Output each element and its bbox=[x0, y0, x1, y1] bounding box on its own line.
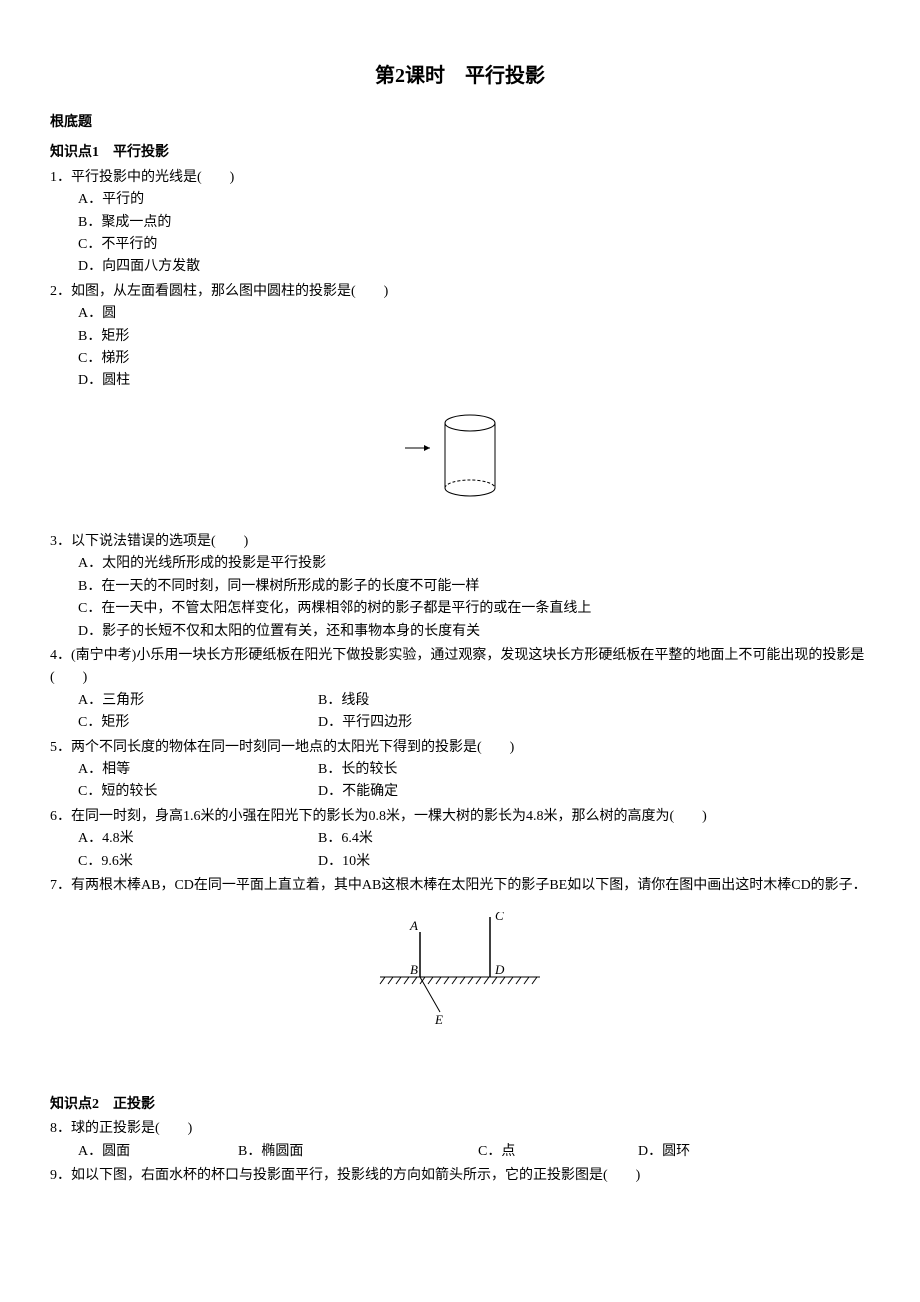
q1-stem: 1．平行投影中的光线是( ) bbox=[50, 167, 870, 189]
label-B: B bbox=[410, 962, 418, 977]
q5-option-d: D．不能确定 bbox=[318, 781, 398, 803]
q4-option-b: B．线段 bbox=[318, 690, 369, 712]
heading-base: 根底题 bbox=[50, 112, 870, 134]
question-4: 4．(南宁中考)小乐用一块长方形硬纸板在阳光下做投影实验，通过观察，发现这块长方… bbox=[50, 645, 870, 735]
q1-option-c: C．不平行的 bbox=[78, 234, 870, 256]
cylinder-figure bbox=[50, 408, 870, 516]
q3-option-b: B．在一天的不同时刻，同一棵树所形成的影子的长度不可能一样 bbox=[78, 576, 870, 598]
question-3: 3．以下说法错误的选项是( ) A．太阳的光线所形成的投影是平行投影 B．在一天… bbox=[50, 531, 870, 643]
question-5: 5．两个不同长度的物体在同一时刻同一地点的太阳光下得到的投影是( ) A．相等 … bbox=[50, 737, 870, 804]
q3-stem: 3．以下说法错误的选项是( ) bbox=[50, 531, 870, 553]
q5-option-c: C．短的较长 bbox=[78, 781, 318, 803]
q7-stem: 7．有两根木棒AB，CD在同一平面上直立着，其中AB这根木棒在太阳光下的影子BE… bbox=[50, 875, 870, 897]
q4-option-c: C．矩形 bbox=[78, 712, 318, 734]
q6-option-c: C．9.6米 bbox=[78, 851, 318, 873]
label-A: A bbox=[409, 918, 418, 933]
question-9: 9．如以下图，右面水杯的杯口与投影面平行，投影线的方向如箭头所示，它的正投影图是… bbox=[50, 1165, 870, 1187]
label-C: C bbox=[495, 912, 504, 923]
q8-option-b: B．椭圆面 bbox=[238, 1141, 478, 1163]
q4-option-d: D．平行四边形 bbox=[318, 712, 412, 734]
q6-option-b: B．6.4米 bbox=[318, 828, 373, 850]
q1-option-b: B．聚成一点的 bbox=[78, 212, 870, 234]
heading-kp1: 知识点1 平行投影 bbox=[50, 142, 870, 164]
q8-option-d: D．圆环 bbox=[638, 1141, 690, 1163]
q2-stem: 2．如图，从左面看圆柱，那么图中圆柱的投影是( ) bbox=[50, 281, 870, 303]
q8-stem: 8．球的正投影是( ) bbox=[50, 1118, 870, 1140]
q3-option-d: D．影子的长短不仅和太阳的位置有关，还和事物本身的长度有关 bbox=[78, 621, 870, 643]
q6-option-d: D．10米 bbox=[318, 851, 370, 873]
q8-option-c: C．点 bbox=[478, 1141, 638, 1163]
sticks-figure: A C B D E bbox=[50, 912, 870, 1040]
q6-option-a: A．4.8米 bbox=[78, 828, 318, 850]
question-2: 2．如图，从左面看圆柱，那么图中圆柱的投影是( ) A．圆 B．矩形 C．梯形 … bbox=[50, 281, 870, 393]
q6-stem: 6．在同一时刻，身高1.6米的小强在阳光下的影长为0.8米，一棵大树的影长为4.… bbox=[50, 806, 870, 828]
q4-stem: 4．(南宁中考)小乐用一块长方形硬纸板在阳光下做投影实验，通过观察，发现这块长方… bbox=[50, 645, 870, 690]
label-D: D bbox=[494, 962, 505, 977]
q5-stem: 5．两个不同长度的物体在同一时刻同一地点的太阳光下得到的投影是( ) bbox=[50, 737, 870, 759]
q2-option-d: D．圆柱 bbox=[78, 370, 870, 392]
q3-option-c: C．在一天中，不管太阳怎样变化，两棵相邻的树的影子都是平行的或在一条直线上 bbox=[78, 598, 870, 620]
q3-option-a: A．太阳的光线所形成的投影是平行投影 bbox=[78, 553, 870, 575]
q5-option-a: A．相等 bbox=[78, 759, 318, 781]
q2-option-b: B．矩形 bbox=[78, 326, 870, 348]
question-1: 1．平行投影中的光线是( ) A．平行的 B．聚成一点的 C．不平行的 D．向四… bbox=[50, 167, 870, 279]
q1-option-a: A．平行的 bbox=[78, 189, 870, 211]
question-7: 7．有两根木棒AB，CD在同一平面上直立着，其中AB这根木棒在太阳光下的影子BE… bbox=[50, 875, 870, 897]
label-E: E bbox=[434, 1012, 443, 1027]
q8-option-a: A．圆面 bbox=[78, 1141, 238, 1163]
question-6: 6．在同一时刻，身高1.6米的小强在阳光下的影长为0.8米，一棵大树的影长为4.… bbox=[50, 806, 870, 873]
q1-option-d: D．向四面八方发散 bbox=[78, 256, 870, 278]
page-title: 第2课时 平行投影 bbox=[50, 60, 870, 92]
q2-option-c: C．梯形 bbox=[78, 348, 870, 370]
q2-option-a: A．圆 bbox=[78, 303, 870, 325]
heading-kp2: 知识点2 正投影 bbox=[50, 1094, 870, 1116]
question-8: 8．球的正投影是( ) A．圆面 B．椭圆面 C．点 D．圆环 bbox=[50, 1118, 870, 1163]
q5-option-b: B．长的较长 bbox=[318, 759, 397, 781]
q9-stem: 9．如以下图，右面水杯的杯口与投影面平行，投影线的方向如箭头所示，它的正投影图是… bbox=[50, 1165, 870, 1187]
q4-option-a: A．三角形 bbox=[78, 690, 318, 712]
